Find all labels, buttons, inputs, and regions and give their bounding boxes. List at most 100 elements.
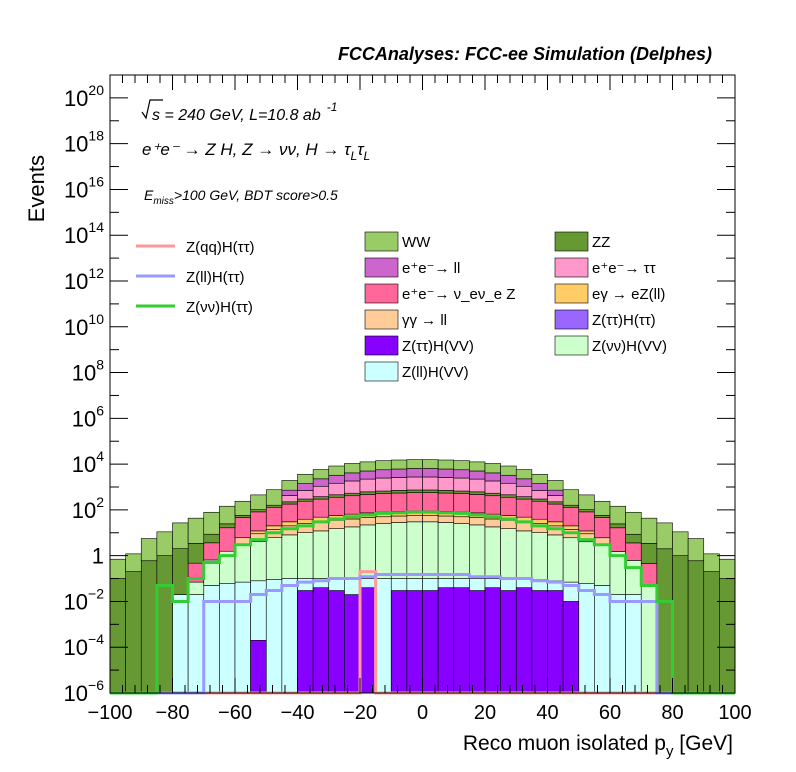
overlay-z-h-vv-13	[312, 587, 330, 694]
bar-e-e-e-e-z-6	[203, 542, 220, 561]
bar-ww-36	[672, 531, 689, 556]
annotation-energy-exp: -1	[327, 100, 338, 114]
y-tick-label: 1016	[64, 173, 104, 202]
bar-zz-8	[234, 514, 251, 518]
bar-e-e-18	[390, 477, 408, 491]
bar-zz-19	[406, 489, 423, 493]
bar-z-h-vv-9	[250, 541, 267, 582]
bar-z-h-vv-11	[281, 534, 298, 579]
overlay-z-h-vv-18	[390, 590, 408, 694]
x-axis-label-sub: y	[666, 743, 674, 760]
bar-zz-9	[250, 509, 267, 513]
bar-e-e-ll-11	[281, 489, 298, 496]
bar-e-e-ll-26	[515, 478, 533, 487]
legend-swatch-z-h	[554, 309, 589, 330]
bar-ll-28	[547, 525, 564, 536]
annotation-tau2: τ	[357, 140, 365, 159]
legend-swatch-e-e-e-e-z	[364, 283, 399, 304]
y-tick-label: 102	[72, 494, 104, 523]
axes: −100 −80 −60 −40 −20 0 20 40 60 80 100 10−6 10−4 10−2…	[64, 74, 752, 724]
bar-e-e-ll-19	[406, 468, 423, 478]
overlay-z-h-vv-16	[359, 587, 376, 694]
bar-ll-23	[469, 517, 486, 526]
bar-ww-39	[719, 558, 736, 579]
bar-zz-5	[187, 542, 205, 564]
bar-zz-6	[203, 533, 220, 544]
bar-e-ez-ll-30	[578, 530, 595, 535]
signal-line-z-h	[110, 510, 735, 695]
bar-e-e-e-e-z-26	[515, 498, 533, 518]
overlay-z-h-vv-20	[422, 590, 439, 694]
bar-ww-30	[578, 494, 595, 510]
bar-e-e-27	[531, 490, 548, 500]
annotation-tau1-sub: L	[351, 149, 358, 163]
bar-ll-20	[422, 515, 439, 523]
bar-e-e-17	[375, 477, 392, 492]
overlay-z-h-vv-23	[469, 590, 486, 694]
bar-ww-17	[375, 460, 392, 471]
bar-e-ez-ll-9	[250, 530, 267, 535]
overlay-z-h-vv-26	[515, 587, 533, 694]
x-tick-label: 40	[536, 702, 558, 724]
bar-e-e-13	[312, 485, 330, 497]
legend-label-e-e-ll: e⁺e⁻→ ll	[402, 260, 460, 277]
bar-e-e-e-e-z-29	[562, 506, 580, 527]
bar-ww-27	[531, 473, 548, 484]
legend-label-zz: ZZ	[592, 234, 610, 251]
bar-e-e-ll-14	[328, 474, 345, 484]
bar-e-e-e-e-z-31	[594, 517, 611, 539]
bar-ww-24	[484, 463, 501, 474]
bar-zz-31	[594, 514, 611, 518]
bar-ww-38	[703, 553, 720, 572]
bar-ww-18	[390, 459, 408, 470]
bar-zz-32	[609, 523, 626, 529]
bar-ww-31	[594, 500, 611, 516]
bar-e-e-e-e-z-8	[234, 517, 251, 539]
bar-ww-25	[500, 465, 517, 476]
bar-z-ll-h-vv-4	[172, 594, 189, 694]
bar-e-e-ll-15	[344, 472, 361, 482]
bar-ww-26	[515, 469, 533, 480]
bar-ww-1	[125, 553, 142, 572]
bar-ll-17	[375, 516, 392, 524]
bar-zz-13	[312, 496, 330, 500]
bar-z-h-vv-25	[500, 528, 517, 579]
annotation-cuts-e: E	[144, 187, 154, 203]
bar-z-h-vv-10	[265, 537, 283, 580]
bar-zz-20	[422, 489, 439, 493]
legend-label-z-ll-h: Z(ll)H(ττ)	[186, 269, 245, 286]
bar-ll-16	[359, 517, 376, 526]
bar-z-h-vv-24	[484, 526, 501, 579]
bar-zz-28	[547, 501, 564, 505]
legend-swatch-e-e	[554, 257, 589, 278]
bar-ll-19	[406, 515, 423, 523]
bar-e-e-e-e-z-30	[578, 511, 595, 532]
x-tick-label: −80	[156, 702, 190, 724]
legend-label-z-h-vv: Z(νν)H(VV)	[592, 338, 667, 355]
bar-e-e-e-e-z-7	[219, 527, 236, 552]
x-tick-label: 100	[718, 702, 751, 724]
legend-label-e-e: e⁺e⁻→ ττ	[592, 260, 656, 277]
bar-ww-9	[250, 494, 267, 510]
bar-e-e-e-e-z-11	[281, 503, 298, 523]
bar-zz-0	[109, 578, 126, 694]
legend-swatch-z-h-vv	[364, 335, 399, 356]
bar-z-h-vv-13	[312, 530, 330, 579]
bar-ww-12	[297, 473, 314, 484]
bar-ww-16	[359, 461, 376, 472]
overlay-z-h-vv-24	[484, 587, 501, 694]
bar-z-h-vv-17	[375, 523, 392, 579]
bar-e-e-15	[344, 480, 361, 494]
y-tick-label: 1020	[64, 82, 104, 111]
bar-e-e-e-e-z-18	[390, 492, 408, 512]
bar-z-ll-h-vv-5	[187, 594, 205, 694]
bar-ww-35	[656, 522, 673, 550]
bar-ww-3	[156, 531, 173, 556]
bar-e-e-e-e-z-28	[547, 503, 564, 523]
bar-e-e-e-e-z-23	[469, 494, 486, 514]
bar-e-ez-ll-10	[265, 525, 283, 530]
bar-zz-7	[219, 523, 236, 529]
bar-zz-34	[640, 543, 658, 564]
bar-z-h-vv-19	[406, 521, 423, 579]
bar-z-ll-h-vv-32	[609, 594, 626, 694]
